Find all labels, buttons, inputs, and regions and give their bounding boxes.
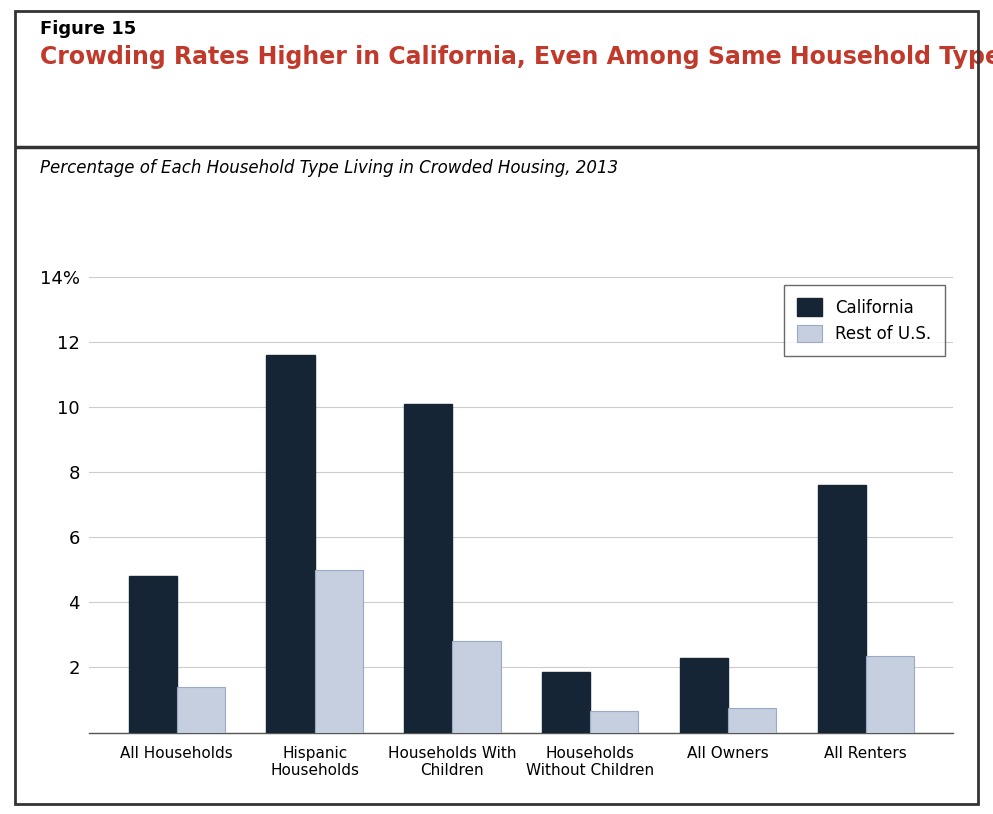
Bar	[590, 711, 638, 733]
Bar	[728, 708, 777, 733]
Text: Crowding Rates Higher in California, Even Among Same Household Types: Crowding Rates Higher in California, Eve…	[40, 45, 993, 68]
Legend: California, Rest of U.S.: California, Rest of U.S.	[783, 285, 945, 357]
Bar	[866, 656, 914, 733]
Bar	[129, 576, 177, 733]
Bar	[266, 355, 315, 733]
Bar	[315, 570, 362, 733]
Bar	[453, 641, 500, 733]
Text: Percentage of Each Household Type Living in Crowded Housing, 2013: Percentage of Each Household Type Living…	[40, 159, 618, 177]
Bar	[542, 672, 590, 733]
Bar	[817, 485, 866, 733]
Bar	[404, 404, 453, 733]
Text: Figure 15: Figure 15	[40, 20, 136, 38]
Bar	[177, 687, 225, 733]
Bar	[680, 658, 728, 733]
